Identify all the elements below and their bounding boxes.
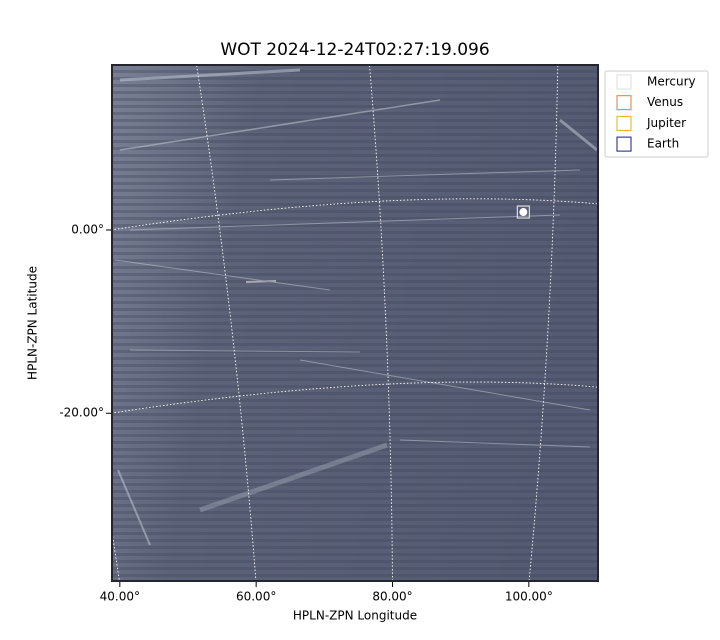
x-axis-label: HPLN-ZPN Longitude [293, 609, 417, 623]
grid-line [196, 66, 257, 580]
legend-swatch [616, 74, 632, 90]
legend-label: Mercury [647, 75, 696, 89]
grid-line [113, 381, 597, 414]
legend-swatch [616, 115, 632, 131]
image [111, 64, 599, 582]
grid-line [113, 198, 597, 231]
legend-label: Venus [647, 95, 683, 109]
x-tick-label: 40.00° [100, 590, 140, 604]
chart-title: WOT 2024-12-24T02:27:19.096 [220, 40, 489, 60]
y-tick-label: 0.00° [71, 223, 104, 237]
legend-label: Earth [647, 137, 679, 151]
legend-swatch [616, 136, 632, 152]
legend-box [604, 70, 709, 158]
planet-marker [516, 205, 530, 219]
x-tick-label: 100.00° [505, 590, 553, 604]
y-axis-label: HPLN-ZPN Latitude [26, 266, 40, 380]
legend-label: Jupiter [646, 116, 686, 130]
x-tick-label: 80.00° [372, 590, 412, 604]
x-tick-label: 60.00° [236, 590, 276, 604]
legend-swatch [616, 95, 632, 111]
y-tick-label: -20.00° [59, 406, 104, 420]
planet-glow [519, 208, 528, 217]
